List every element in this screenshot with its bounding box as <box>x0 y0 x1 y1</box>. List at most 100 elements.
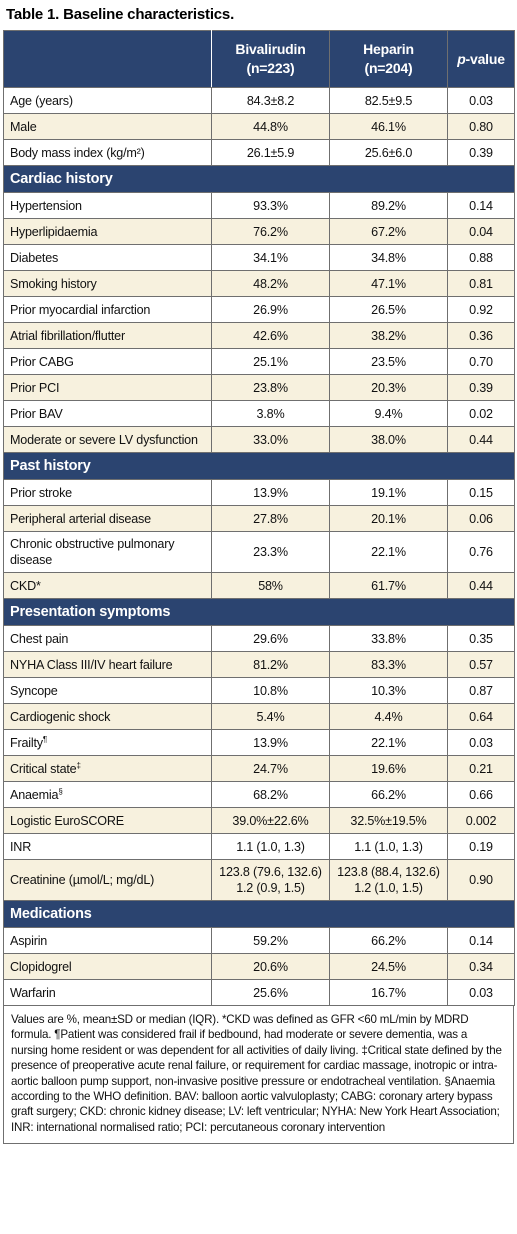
heparin-value-text: 20.3% <box>371 380 406 395</box>
bivalirudin-value: 13.9% <box>211 479 330 506</box>
section-header-row: Medications <box>3 900 515 928</box>
p-value: 0.03 <box>447 729 515 756</box>
row-label: Chronic obstructive pulmonary disease <box>3 531 212 573</box>
bivalirudin-value: 3.8% <box>211 400 330 427</box>
bivalirudin-value-text: 123.8 (79.6, 132.6) <box>219 865 322 879</box>
row-label-text: NYHA Class III/IV heart failure <box>10 657 173 672</box>
row-label-text: Peripheral arterial disease <box>10 511 151 526</box>
row-label: Hypertension <box>3 192 212 219</box>
heparin-value: 61.7% <box>329 572 448 599</box>
heparin-value-text: 9.4% <box>374 406 403 421</box>
table-row: Prior myocardial infarction 26.9% 26.5% 0.9… <box>3 296 515 323</box>
row-label: Logistic EuroSCORE <box>3 807 212 834</box>
row-label-text: Chronic obstructive pulmonary disease <box>10 537 175 567</box>
table-row: NYHA Class III/IV heart failure 81.2% 83.3… <box>3 651 515 678</box>
p-value: 0.21 <box>447 755 515 782</box>
heparin-value-text: 1.1 (1.0, 1.3) <box>354 839 423 854</box>
bivalirudin-value-text: 20.6% <box>253 959 288 974</box>
bivalirudin-value-text: 29.6% <box>253 631 288 646</box>
section-title: Medications <box>3 900 515 928</box>
heparin-value-text: 4.4% <box>374 709 403 724</box>
section-header-row: Past history <box>3 452 515 480</box>
header-pvalue-p: p <box>457 50 466 67</box>
table-row: Hyperlipidaemia 76.2% 67.2% 0.04 <box>3 218 515 245</box>
heparin-value: 46.1% <box>329 113 448 140</box>
header-row: Bivalirudin (n=223) Heparin (n=204) p-va… <box>3 30 515 88</box>
bivalirudin-value-text: 84.3±8.2 <box>246 93 295 108</box>
bivalirudin-value: 23.8% <box>211 374 330 401</box>
row-label-text: Diabetes <box>10 250 59 265</box>
bivalirudin-value-text: 44.8% <box>253 119 288 134</box>
table-row: Creatinine (µmol/L; mg/dL) 123.8 (79.6, 1… <box>3 859 515 901</box>
section-header-row: Cardiac history <box>3 165 515 193</box>
row-label-text: Atrial fibrillation/flutter <box>10 328 125 343</box>
table-row: Logistic EuroSCORE 39.0%±22.6% 32.5%±19.5%… <box>3 807 515 834</box>
bivalirudin-value: 29.6% <box>211 625 330 652</box>
heparin-value-text: 38.0% <box>371 432 406 447</box>
bivalirudin-value: 34.1% <box>211 244 330 271</box>
row-label: Syncope <box>3 677 212 704</box>
bivalirudin-value: 39.0%±22.6% <box>211 807 330 834</box>
table-row: Prior PCI 23.8% 20.3% 0.39 <box>3 374 515 401</box>
row-label-text: Prior BAV <box>10 406 63 421</box>
baseline-table: Bivalirudin (n=223) Heparin (n=204) p-va… <box>3 30 515 1006</box>
table-row: Peripheral arterial disease 27.8% 20.1% 0.0… <box>3 505 515 532</box>
row-label: Clopidogrel <box>3 953 212 980</box>
header-heparin: Heparin (n=204) <box>329 30 448 88</box>
row-label: Diabetes <box>3 244 212 271</box>
row-label-text: INR <box>10 839 32 854</box>
table-row: CKD* 58% 61.7% 0.44 <box>3 572 515 599</box>
p-value: 0.57 <box>447 651 515 678</box>
bivalirudin-value-text: 27.8% <box>253 511 288 526</box>
row-label: Creatinine (µmol/L; mg/dL) <box>3 859 212 901</box>
p-value: 0.44 <box>447 572 515 599</box>
p-value: 0.04 <box>447 218 515 245</box>
table-row: Prior CABG 25.1% 23.5% 0.70 <box>3 348 515 375</box>
heparin-value-text-2: 1.2 (1.0, 1.5) <box>354 881 423 895</box>
bivalirudin-value-text: 3.8% <box>256 406 285 421</box>
row-label: Chest pain <box>3 625 212 652</box>
heparin-value: 34.8% <box>329 244 448 271</box>
bivalirudin-value-text-2: 1.2 (0.9, 1.5) <box>236 881 305 895</box>
bivalirudin-value: 26.9% <box>211 296 330 323</box>
row-label-text: Body mass index (kg/m²) <box>10 145 145 160</box>
row-label: INR <box>3 833 212 860</box>
row-label: Peripheral arterial disease <box>3 505 212 532</box>
row-label-text: Chest pain <box>10 631 69 646</box>
heparin-value: 16.7% <box>329 979 448 1006</box>
heparin-value: 89.2% <box>329 192 448 219</box>
bivalirudin-value-text: 42.6% <box>253 328 288 343</box>
heparin-value-text: 20.1% <box>371 511 406 526</box>
table-row: Age (years) 84.3±8.2 82.5±9.5 0.03 <box>3 87 515 114</box>
p-value: 0.002 <box>447 807 515 834</box>
row-label: Cardiogenic shock <box>3 703 212 730</box>
heparin-value: 20.1% <box>329 505 448 532</box>
row-label-text: Prior myocardial infarction <box>10 302 151 317</box>
row-label-text: Prior PCI <box>10 380 60 395</box>
heparin-value-text: 33.8% <box>371 631 406 646</box>
bivalirudin-value: 25.1% <box>211 348 330 375</box>
table-row: Cardiogenic shock 5.4% 4.4% 0.64 <box>3 703 515 730</box>
table-row: Warfarin 25.6% 16.7% 0.03 <box>3 979 515 1006</box>
row-label: Prior BAV <box>3 400 212 427</box>
row-label: Aspirin <box>3 927 212 954</box>
bivalirudin-value: 10.8% <box>211 677 330 704</box>
p-value: 0.19 <box>447 833 515 860</box>
heparin-value-text: 82.5±9.5 <box>364 93 413 108</box>
table-row: Diabetes 34.1% 34.8% 0.88 <box>3 244 515 271</box>
heparin-value: 20.3% <box>329 374 448 401</box>
row-label-text: Syncope <box>10 683 58 698</box>
bivalirudin-value: 20.6% <box>211 953 330 980</box>
p-value: 0.36 <box>447 322 515 349</box>
heparin-value: 22.1% <box>329 531 448 573</box>
table-row: Hypertension 93.3% 89.2% 0.14 <box>3 192 515 219</box>
heparin-value-text: 19.6% <box>371 761 406 776</box>
bivalirudin-value: 13.9% <box>211 729 330 756</box>
row-label: Hyperlipidaemia <box>3 218 212 245</box>
heparin-value: 24.5% <box>329 953 448 980</box>
p-value: 0.34 <box>447 953 515 980</box>
table-row: Atrial fibrillation/flutter 42.6% 38.2% 0.3… <box>3 322 515 349</box>
section-header-row: Presentation symptoms <box>3 598 515 626</box>
row-label: Male <box>3 113 212 140</box>
row-label: Atrial fibrillation/flutter <box>3 322 212 349</box>
